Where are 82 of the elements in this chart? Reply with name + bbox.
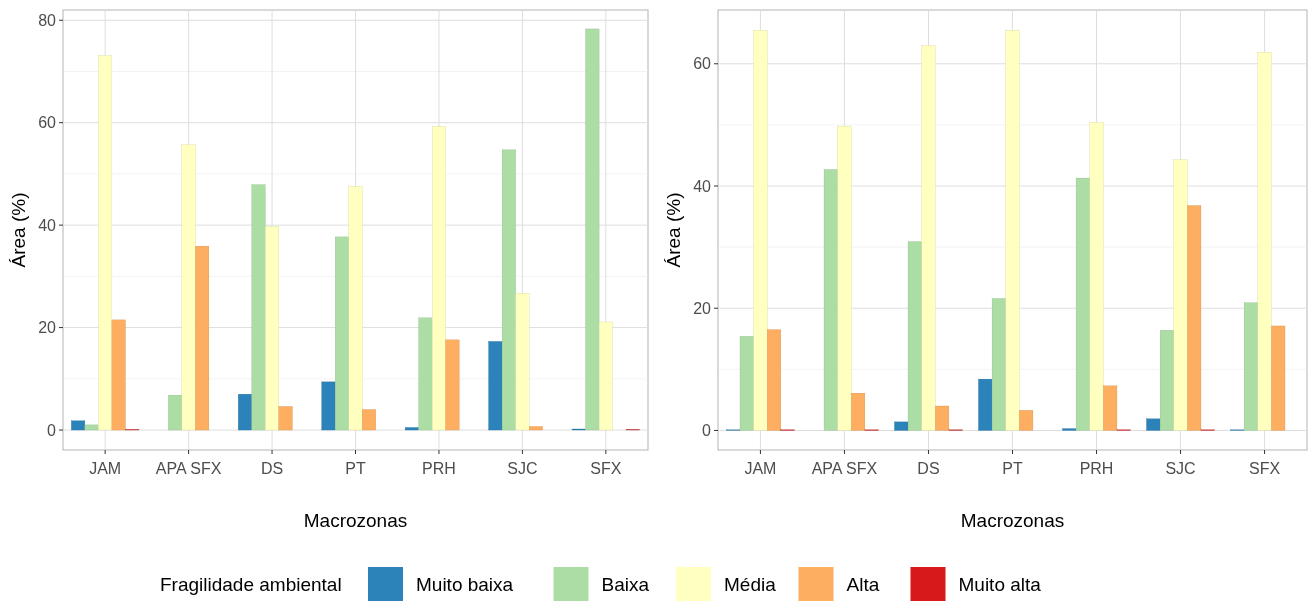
bar — [98, 55, 113, 431]
bar — [335, 236, 349, 431]
bar — [195, 245, 210, 431]
bar — [278, 406, 293, 431]
y-axis-title: Área (%) — [663, 192, 684, 268]
y-tick-label: 20 — [38, 319, 57, 337]
bar — [921, 45, 936, 431]
legend-label: Muito alta — [958, 573, 1042, 595]
bar — [515, 293, 530, 431]
x-tick-label: APA SFX — [811, 460, 878, 477]
y-tick-label: 60 — [693, 55, 712, 73]
x-tick-label: SFX — [1249, 460, 1281, 477]
bar — [894, 421, 909, 431]
bar — [71, 420, 86, 431]
bar — [991, 298, 1006, 431]
bar — [238, 394, 252, 431]
y-tick-label: 20 — [693, 299, 712, 317]
x-axis-title: Macrozonas — [960, 510, 1065, 531]
bar — [405, 427, 419, 431]
legend-title: Fragilidade ambiental — [160, 573, 342, 595]
bar — [851, 393, 866, 431]
bar — [1103, 385, 1118, 431]
bar — [321, 381, 336, 431]
bar — [529, 426, 543, 431]
y-tick-label: 0 — [702, 422, 712, 440]
x-tick-label: PT — [1002, 460, 1023, 477]
y-axis-title: Área (%) — [8, 192, 29, 268]
bar — [265, 226, 279, 431]
bar — [168, 395, 182, 431]
bar — [598, 321, 613, 431]
bar — [1146, 418, 1161, 431]
y-tick-label: 40 — [693, 177, 712, 195]
x-tick-label: PRH — [422, 460, 456, 477]
bar — [418, 317, 433, 431]
x-tick-label: APA SFX — [155, 460, 222, 477]
bar — [935, 405, 950, 431]
y-tick-label: 40 — [38, 216, 57, 234]
bar — [1005, 30, 1020, 431]
bar — [1075, 177, 1090, 431]
bar — [978, 378, 993, 431]
bar — [488, 341, 503, 431]
bar — [1271, 325, 1286, 431]
legend-label: Média — [724, 573, 777, 595]
bar — [362, 409, 376, 431]
bar — [1019, 410, 1034, 431]
x-tick-label: DS — [917, 460, 940, 477]
x-tick-label: DS — [260, 460, 284, 477]
bar — [1089, 122, 1104, 431]
bar — [585, 28, 600, 431]
x-axis-title: Macrozonas — [303, 510, 408, 531]
bar — [907, 241, 922, 431]
x-tick-label: JAM — [89, 460, 122, 477]
y-tick-label: 0 — [47, 421, 57, 439]
bar — [1159, 330, 1174, 431]
x-tick-label: JAM — [744, 460, 777, 477]
bar — [767, 329, 781, 431]
x-tick-label: SJC — [1165, 460, 1196, 477]
bar — [111, 319, 126, 431]
bar — [1244, 302, 1258, 431]
x-tick-label: SFX — [590, 460, 622, 477]
bar — [1257, 52, 1272, 431]
bar — [348, 186, 363, 431]
y-tick-label: 80 — [38, 11, 57, 29]
x-tick-label: PT — [345, 460, 366, 477]
bar — [445, 339, 460, 431]
bar — [181, 144, 196, 431]
legend-label: Baixa — [601, 573, 650, 595]
x-tick-label: PRH — [1079, 460, 1114, 477]
bar — [837, 125, 852, 431]
bar — [739, 336, 754, 431]
bar — [753, 30, 768, 431]
bar — [432, 126, 446, 431]
x-tick-label: SJC — [507, 460, 538, 477]
bar — [501, 149, 516, 431]
bar — [251, 184, 266, 431]
bar — [823, 169, 838, 431]
bar — [1173, 159, 1188, 431]
bar — [1187, 205, 1202, 431]
legend-label: Muito baixa — [416, 573, 514, 595]
bar — [84, 424, 99, 431]
legend-label: Alta — [846, 573, 880, 595]
y-tick-label: 60 — [38, 114, 57, 132]
